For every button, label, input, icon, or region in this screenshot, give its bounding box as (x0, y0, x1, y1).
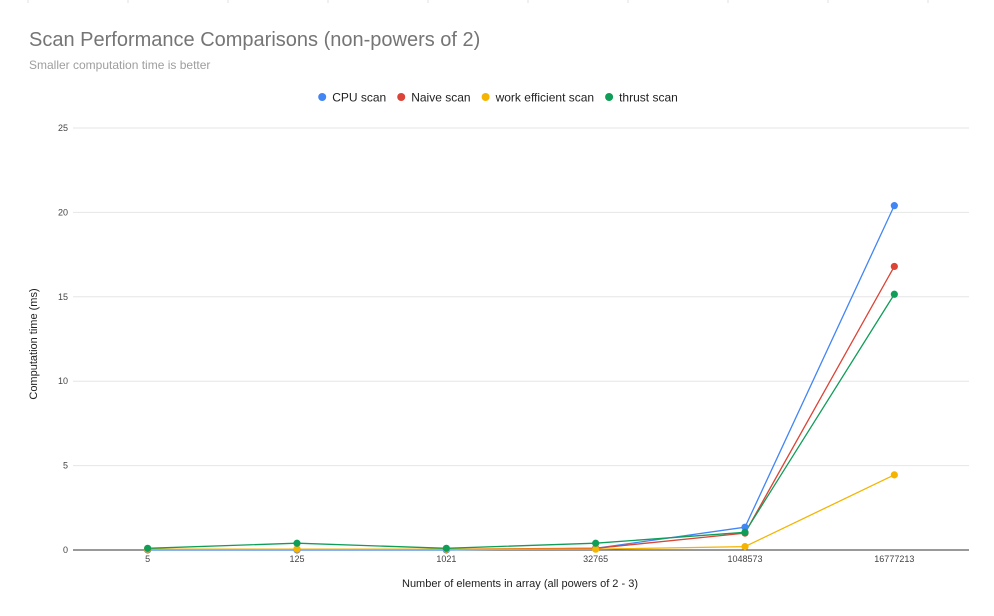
y-tick-label: 25 (58, 123, 68, 133)
x-tick-label: 16777213 (874, 554, 914, 564)
legend-label: thrust scan (619, 91, 678, 105)
legend-label: work efficient scan (495, 91, 595, 105)
x-axis-title: Number of elements in array (all powers … (402, 578, 638, 590)
data-point (890, 471, 898, 479)
y-tick-label: 5 (63, 461, 68, 471)
y-axis-title: Computation time (ms) (28, 288, 40, 399)
legend-marker (318, 93, 327, 101)
y-tick-label: 20 (58, 207, 68, 217)
data-point (890, 202, 898, 210)
data-point (144, 544, 152, 552)
x-tick-label: 1021 (436, 554, 456, 564)
legend-label: Naive scan (411, 91, 470, 105)
legend-marker (605, 93, 614, 101)
chart-subtitle: Smaller computation time is better (29, 58, 211, 72)
data-point (890, 262, 898, 271)
y-tick-label: 0 (63, 545, 68, 555)
chart-title: Scan Performance Comparisons (non-powers… (29, 29, 481, 51)
y-tick-label: 15 (58, 292, 68, 302)
legend-marker (481, 93, 490, 101)
series-line (147, 205, 895, 551)
y-tick-label: 10 (58, 376, 68, 386)
x-tick-label: 125 (289, 554, 304, 564)
x-tick-label: 5 (145, 554, 150, 564)
data-point (741, 528, 749, 536)
data-point (741, 523, 749, 531)
data-point (890, 290, 898, 298)
series-line (147, 266, 895, 550)
series-line (147, 293, 895, 549)
data-point (741, 543, 749, 551)
series-line (147, 474, 895, 550)
legend-label: CPU scan (332, 91, 386, 105)
data-point (293, 545, 301, 553)
data-point (293, 539, 301, 547)
x-tick-label: 32765 (583, 554, 608, 564)
data-point (592, 545, 600, 553)
data-point (442, 544, 450, 552)
legend-marker (397, 93, 406, 101)
x-tick-label: 1048573 (727, 554, 762, 564)
data-point (592, 539, 600, 547)
